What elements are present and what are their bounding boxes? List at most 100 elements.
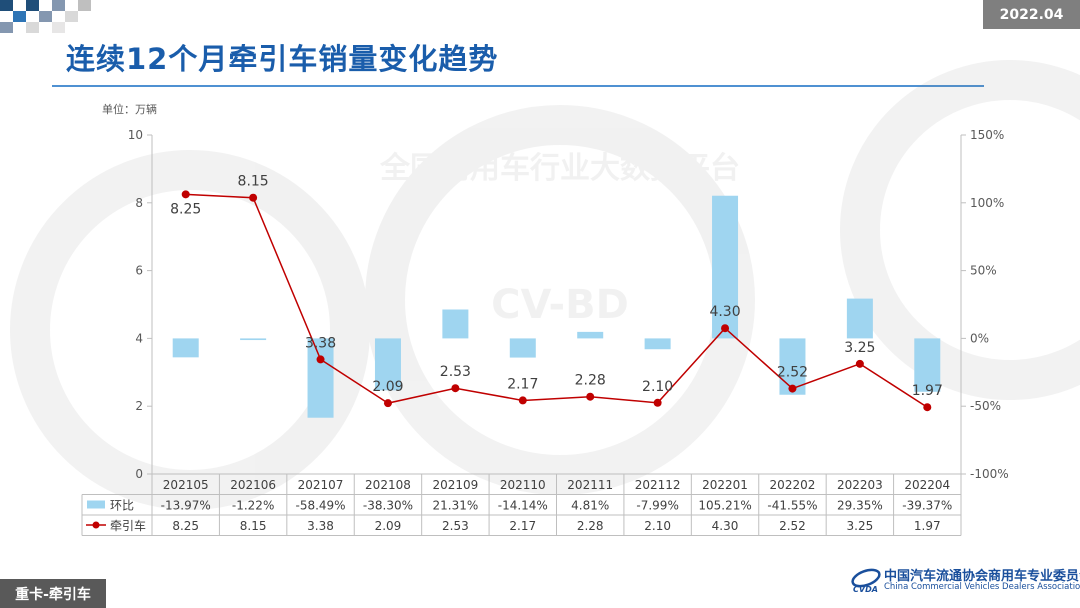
org-name-en: China Commercial Vehicles Dealers Associ… bbox=[884, 582, 1080, 592]
x-tick-label: 202203 bbox=[837, 478, 883, 492]
x-tick-label: 202107 bbox=[298, 478, 344, 492]
table-cell-change: 21.31% bbox=[432, 499, 478, 513]
bar-202105 bbox=[172, 338, 199, 358]
line-point-202204 bbox=[923, 403, 932, 412]
line-data-label: 2.09 bbox=[372, 379, 403, 395]
table-cell-change: -41.55% bbox=[767, 499, 817, 513]
x-tick-label: 202204 bbox=[904, 478, 950, 492]
line-point-202202 bbox=[788, 384, 797, 393]
x-tick-label: 202105 bbox=[163, 478, 209, 492]
table-cell-change: -13.97% bbox=[161, 499, 211, 513]
y-left-tick-label: 10 bbox=[128, 128, 143, 142]
bar-202204 bbox=[914, 338, 941, 392]
table-cell-change: -1.22% bbox=[232, 499, 274, 513]
line-data-label: 2.52 bbox=[777, 365, 808, 381]
table-cell-volume: 3.25 bbox=[847, 519, 874, 533]
y-left-tick-label: 0 bbox=[135, 467, 143, 481]
legend-line-marker bbox=[92, 521, 100, 529]
legend-bar-key bbox=[87, 500, 105, 509]
y-right-tick-label: 100% bbox=[970, 196, 1004, 210]
line-point-202110 bbox=[518, 396, 527, 405]
table-cell-volume: 4.30 bbox=[712, 519, 739, 533]
table-cell-change: 4.81% bbox=[571, 499, 609, 513]
bar-202108 bbox=[374, 338, 401, 391]
y-right-tick-label: 0% bbox=[970, 331, 989, 345]
line-data-label: 4.30 bbox=[709, 304, 740, 320]
y-left-tick-label: 8 bbox=[135, 196, 143, 210]
bar-202109 bbox=[442, 309, 469, 339]
line-data-label: 8.15 bbox=[238, 174, 269, 190]
line-point-202107 bbox=[316, 355, 325, 364]
x-tick-label: 202109 bbox=[432, 478, 478, 492]
table-cell-change: -39.37% bbox=[902, 499, 952, 513]
y-right-tick-label: 150% bbox=[970, 128, 1004, 142]
table-cell-volume: 2.28 bbox=[577, 519, 604, 533]
legend-line-name: 牵引车 bbox=[110, 518, 146, 533]
page-title: 连续12个月牵引车销量变化趋势 bbox=[66, 42, 499, 76]
line-data-label: 2.28 bbox=[575, 373, 606, 389]
table-cell-change: 105.21% bbox=[698, 499, 751, 513]
svg-text:CVDA: CVDA bbox=[853, 585, 878, 594]
y-right-tick-label: -50% bbox=[970, 399, 1001, 413]
table-cell-volume: 2.53 bbox=[442, 519, 469, 533]
table-cell-change: -58.49% bbox=[295, 499, 345, 513]
table-cell-volume: 2.52 bbox=[779, 519, 806, 533]
table-cell-volume: 2.09 bbox=[375, 519, 402, 533]
table-cell-volume: 8.25 bbox=[172, 519, 199, 533]
decorative-checker-pattern bbox=[0, 0, 91, 33]
line-data-label: 3.25 bbox=[844, 340, 875, 356]
y-right-tick-label: 50% bbox=[970, 264, 997, 278]
bar-202107 bbox=[307, 338, 334, 418]
x-tick-label: 202110 bbox=[500, 478, 546, 492]
cvda-logo-icon: CVDA bbox=[851, 568, 881, 594]
line-point-202105 bbox=[181, 190, 190, 199]
date-badge: 2022.04 bbox=[983, 0, 1080, 29]
line-point-202109 bbox=[451, 384, 460, 393]
x-tick-label: 202202 bbox=[770, 478, 816, 492]
x-tick-label: 202112 bbox=[635, 478, 681, 492]
table-cell-volume: 2.17 bbox=[509, 519, 536, 533]
unit-label: 单位：万辆 bbox=[102, 103, 157, 116]
watermark-code: CV-BD bbox=[491, 282, 629, 328]
title-divider bbox=[52, 85, 984, 87]
y-left-tick-label: 2 bbox=[135, 399, 143, 413]
bar-202203 bbox=[846, 298, 873, 339]
line-data-label: 8.25 bbox=[170, 201, 201, 217]
bar-202111 bbox=[577, 331, 604, 339]
line-data-label: 2.53 bbox=[440, 364, 471, 380]
table-cell-change: -38.30% bbox=[363, 499, 413, 513]
line-point-202112 bbox=[653, 398, 662, 407]
bar-202112 bbox=[644, 338, 671, 350]
y-left-tick-label: 6 bbox=[135, 264, 143, 278]
table-cell-volume: 3.38 bbox=[307, 519, 334, 533]
table-cell-volume: 2.10 bbox=[644, 519, 671, 533]
x-tick-label: 202108 bbox=[365, 478, 411, 492]
watermark-text: 全国商用车行业大数据平台 bbox=[379, 151, 740, 186]
line-point-202108 bbox=[383, 399, 392, 408]
y-left-tick-label: 4 bbox=[135, 331, 143, 345]
line-point-202201 bbox=[721, 324, 730, 333]
section-tag: 重卡-牵引车 bbox=[0, 579, 106, 608]
line-data-label: 3.38 bbox=[305, 335, 336, 351]
table-cell-volume: 8.15 bbox=[240, 519, 267, 533]
legend-bar-name: 环比 bbox=[110, 499, 134, 513]
org-name-cn: 中国汽车流通协会商用车专业委员会 bbox=[884, 569, 1080, 584]
line-series-path bbox=[185, 193, 928, 408]
line-point-202111 bbox=[586, 392, 595, 401]
bar-202106 bbox=[240, 338, 267, 341]
x-tick-label: 202106 bbox=[230, 478, 276, 492]
line-point-202106 bbox=[249, 193, 258, 202]
table-cell-volume: 1.97 bbox=[914, 519, 941, 533]
bar-202110 bbox=[509, 338, 536, 358]
line-point-202203 bbox=[855, 359, 864, 368]
x-tick-label: 202111 bbox=[567, 478, 613, 492]
x-tick-label: 202201 bbox=[702, 478, 748, 492]
y-right-tick-label: -100% bbox=[970, 467, 1009, 481]
line-data-label: 2.10 bbox=[642, 379, 673, 395]
table-cell-change: -7.99% bbox=[636, 499, 678, 513]
table-cell-change: 29.35% bbox=[837, 499, 883, 513]
bar-202201 bbox=[712, 195, 739, 339]
line-data-label: 1.97 bbox=[912, 383, 943, 399]
watermark: CV-BD 全国商用车行业大数据平台 bbox=[10, 60, 1080, 510]
